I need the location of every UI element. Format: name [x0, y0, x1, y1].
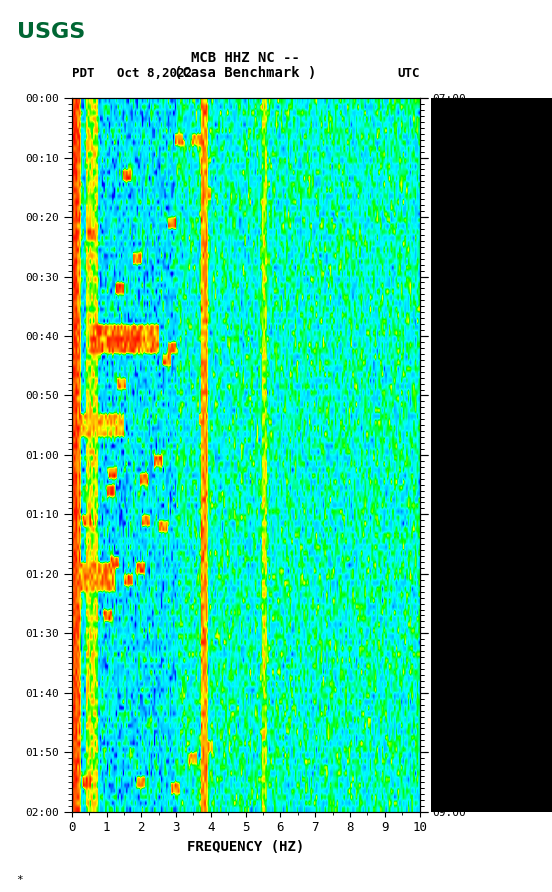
Text: UTC: UTC: [397, 67, 420, 79]
Text: USGS: USGS: [17, 22, 85, 42]
Text: MCB HHZ NC --: MCB HHZ NC --: [191, 51, 300, 65]
X-axis label: FREQUENCY (HZ): FREQUENCY (HZ): [187, 840, 304, 854]
Text: *: *: [17, 875, 23, 885]
Text: (Casa Benchmark ): (Casa Benchmark ): [174, 66, 317, 80]
Text: PDT   Oct 8,2022: PDT Oct 8,2022: [72, 67, 192, 79]
